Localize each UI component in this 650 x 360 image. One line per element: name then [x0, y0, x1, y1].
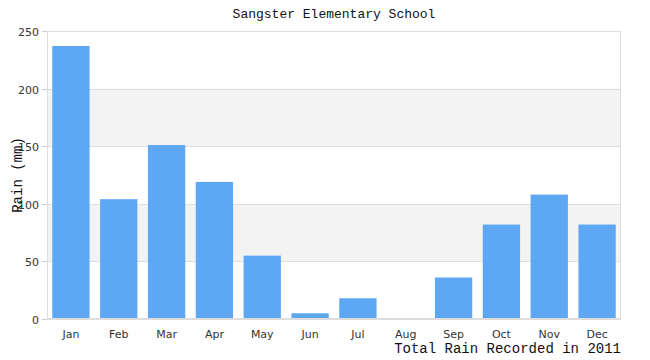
bar: [435, 278, 472, 319]
y-tick: [42, 31, 47, 32]
y-tick: [42, 261, 47, 262]
x-tick-label: Jul: [350, 328, 364, 341]
y-axis-label: Rain (mm): [10, 137, 26, 213]
grid-band: [47, 89, 621, 147]
x-tick-label: Apr: [205, 328, 225, 341]
plot-background: [47, 31, 621, 319]
grid-line: [47, 89, 621, 90]
y-tick: [42, 319, 47, 320]
bar: [148, 145, 185, 319]
y-tick: [42, 204, 47, 205]
bar: [52, 46, 89, 319]
bar: [100, 199, 137, 319]
y-tick-label: 0: [32, 314, 39, 327]
x-axis-label: Total Rain Recorded in 2011: [394, 341, 621, 357]
chart-title: Sangster Elementary School: [233, 7, 436, 22]
grid-line: [47, 146, 621, 147]
x-tick-label: May: [251, 328, 274, 341]
x-tick-label: Nov: [539, 328, 561, 341]
plot-frame: [48, 32, 621, 319]
bars: [52, 46, 615, 319]
x-tick-label: Aug: [395, 328, 416, 341]
bar: [196, 182, 233, 319]
y-tick-label: 200: [18, 84, 39, 97]
bar: [578, 225, 615, 319]
x-tick-label: Sep: [443, 328, 464, 341]
bar: [244, 256, 281, 319]
y-tick: [42, 146, 47, 147]
x-tick-label: Dec: [586, 328, 607, 341]
chart-svg: 050100150200250JanFebMarAprMayJunJulAugS…: [0, 0, 650, 360]
y-tick: [42, 89, 47, 90]
bar: [483, 225, 520, 319]
y-tick-label: 250: [18, 26, 39, 39]
x-tick-label: Feb: [109, 328, 128, 341]
x-tick-label: Oct: [492, 328, 512, 341]
bar: [531, 195, 568, 319]
y-tick-label: 50: [25, 256, 39, 269]
x-tick-label: Jan: [61, 328, 79, 341]
chart-container: 050100150200250JanFebMarAprMayJunJulAugS…: [0, 0, 650, 360]
x-tick-label: Jun: [300, 328, 318, 341]
bar: [339, 298, 376, 319]
grid-line: [47, 319, 621, 320]
x-tick-label: Mar: [156, 328, 177, 341]
